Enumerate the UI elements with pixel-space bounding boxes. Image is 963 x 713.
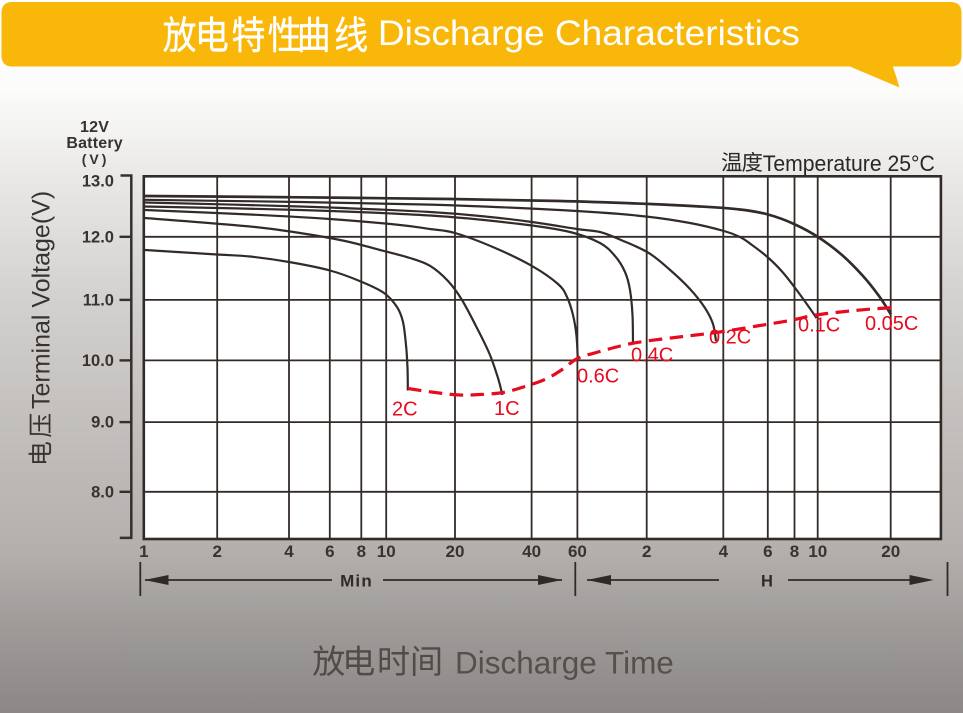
svg-text:0.1C: 0.1C (798, 315, 840, 337)
svg-text:Discharge Characteristics: Discharge Characteristics (378, 14, 800, 53)
svg-text:4: 4 (284, 542, 294, 561)
svg-text:40: 40 (522, 542, 541, 561)
svg-text:Battery: Battery (66, 135, 123, 152)
svg-text:9.0: 9.0 (91, 414, 114, 432)
svg-text:0.2C: 0.2C (709, 327, 751, 349)
svg-text:1: 1 (139, 542, 148, 561)
svg-text:60: 60 (568, 542, 587, 561)
svg-text:2: 2 (642, 542, 651, 561)
svg-text:4: 4 (719, 542, 729, 561)
svg-text:0.6C: 0.6C (577, 366, 619, 388)
svg-text:20: 20 (446, 542, 465, 561)
svg-text:Terminal Voltage(V): Terminal Voltage(V) (28, 191, 56, 409)
svg-text:2C: 2C (392, 399, 418, 421)
svg-text:0.05C: 0.05C (865, 313, 918, 335)
svg-text:12.0: 12.0 (82, 228, 114, 246)
svg-text:20: 20 (881, 542, 900, 561)
svg-text:6: 6 (763, 542, 772, 561)
svg-text:8: 8 (790, 542, 799, 561)
svg-text:Temperature 25°C: Temperature 25°C (763, 151, 935, 176)
svg-text:Min: Min (340, 572, 373, 591)
svg-text:10: 10 (377, 542, 396, 561)
svg-text:1C: 1C (494, 398, 520, 420)
svg-text:(V): (V) (82, 151, 110, 167)
svg-text:13.0: 13.0 (82, 173, 114, 191)
svg-text:10.0: 10.0 (82, 352, 114, 370)
svg-text:0.4C: 0.4C (631, 345, 673, 367)
svg-text:12V: 12V (80, 119, 109, 136)
svg-text:2: 2 (212, 542, 221, 561)
svg-text:10: 10 (808, 542, 827, 561)
svg-text:6: 6 (325, 542, 334, 561)
svg-text:11.0: 11.0 (83, 291, 114, 309)
svg-text:Discharge Time: Discharge Time (455, 645, 674, 681)
svg-text:H: H (761, 573, 773, 591)
svg-text:8.0: 8.0 (91, 483, 114, 501)
svg-text:8: 8 (357, 542, 366, 561)
